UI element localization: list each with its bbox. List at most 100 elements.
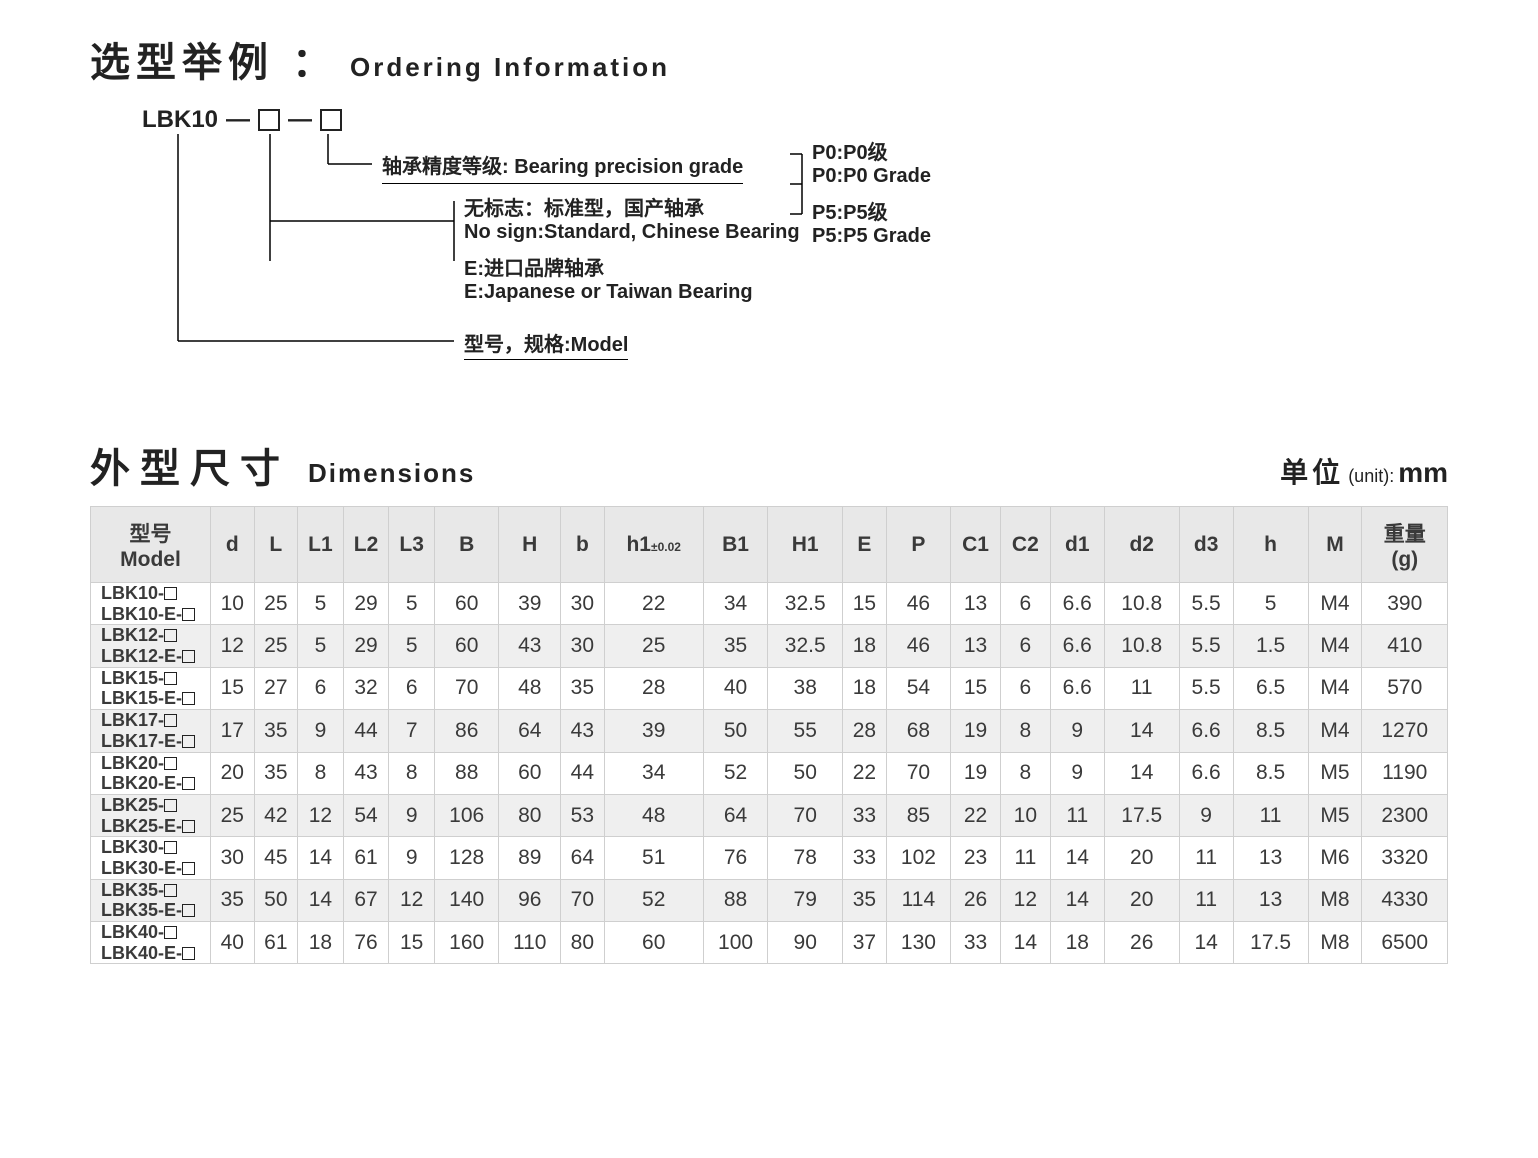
- ordering-colon: ：: [292, 30, 332, 88]
- data-cell: 18: [843, 667, 887, 709]
- data-cell: 18: [1050, 922, 1104, 964]
- col-header: h1±0.02: [604, 507, 703, 583]
- bearing-grade-label: 轴承精度等级: Bearing precision grade: [382, 150, 743, 184]
- data-cell: 44: [561, 752, 605, 794]
- e-block: E:进口品牌轴承 E:Japanese or Taiwan Bearing: [464, 252, 753, 304]
- data-cell: 64: [703, 794, 767, 836]
- data-cell: 80: [561, 922, 605, 964]
- data-cell: 102: [886, 837, 950, 879]
- data-cell: 13: [1233, 837, 1308, 879]
- data-cell: 34: [604, 752, 703, 794]
- model-cell: LBK20-LBK20-E-: [91, 752, 211, 794]
- data-cell: 70: [768, 794, 843, 836]
- data-cell: 9: [389, 837, 435, 879]
- data-cell: 5: [298, 625, 344, 667]
- data-cell: 10.8: [1104, 583, 1179, 625]
- data-cell: 28: [843, 710, 887, 752]
- data-cell: 14: [1000, 922, 1050, 964]
- data-cell: 570: [1362, 667, 1448, 709]
- data-cell: 86: [434, 710, 498, 752]
- p0-en: P0:P0 Grade: [812, 165, 931, 188]
- data-cell: 48: [499, 667, 561, 709]
- data-cell: 20: [1104, 837, 1179, 879]
- std-en: No sign:Standard, Chinese Bearing: [464, 221, 800, 244]
- table-row: LBK35-LBK35-E-35501467121409670528879351…: [91, 879, 1448, 921]
- data-cell: 35: [254, 752, 298, 794]
- col-header: b: [561, 507, 605, 583]
- col-header: 重量(g): [1362, 507, 1448, 583]
- table-row: LBK12-LBK12-E-12255295604330253532.51846…: [91, 625, 1448, 667]
- col-header: H1: [768, 507, 843, 583]
- data-cell: M5: [1308, 752, 1362, 794]
- col-header: M: [1308, 507, 1362, 583]
- bearing-grade-zh: 轴承精度等级:: [382, 156, 509, 178]
- data-cell: 9: [1179, 794, 1233, 836]
- data-cell: M5: [1308, 794, 1362, 836]
- data-cell: 25: [604, 625, 703, 667]
- data-cell: 70: [886, 752, 950, 794]
- data-cell: M6: [1308, 837, 1362, 879]
- data-cell: 60: [434, 583, 498, 625]
- data-cell: 14: [1104, 710, 1179, 752]
- data-cell: 35: [254, 710, 298, 752]
- data-cell: 14: [1050, 837, 1104, 879]
- p0-block: P0:P0级 P0:P0 Grade: [812, 136, 931, 188]
- table-row: LBK15-LBK15-E-15276326704835284038185415…: [91, 667, 1448, 709]
- data-cell: 13: [1233, 879, 1308, 921]
- col-header: d: [211, 507, 255, 583]
- data-cell: 44: [343, 710, 389, 752]
- data-cell: 5.5: [1179, 625, 1233, 667]
- data-cell: 40: [211, 922, 255, 964]
- data-cell: 35: [211, 879, 255, 921]
- data-cell: 46: [886, 625, 950, 667]
- data-cell: 8: [298, 752, 344, 794]
- ordering-title: 选型举例 ： Ordering Information: [90, 30, 1448, 88]
- ordering-title-zh: 选型举例: [90, 30, 274, 88]
- table-body: LBK10-LBK10-E-10255295603930223432.51546…: [91, 583, 1448, 964]
- data-cell: 17.5: [1104, 794, 1179, 836]
- col-header: L3: [389, 507, 435, 583]
- data-cell: 114: [886, 879, 950, 921]
- data-cell: 5: [1233, 583, 1308, 625]
- data-cell: 14: [1179, 922, 1233, 964]
- col-header: d2: [1104, 507, 1179, 583]
- data-cell: 1.5: [1233, 625, 1308, 667]
- col-header: d3: [1179, 507, 1233, 583]
- data-cell: 43: [499, 625, 561, 667]
- data-cell: 4330: [1362, 879, 1448, 921]
- data-cell: 7: [389, 710, 435, 752]
- table-row: LBK25-LBK25-E-25421254910680534864703385…: [91, 794, 1448, 836]
- data-cell: 43: [343, 752, 389, 794]
- col-header: E: [843, 507, 887, 583]
- data-cell: 2300: [1362, 794, 1448, 836]
- data-cell: 60: [604, 922, 703, 964]
- data-cell: 6.6: [1179, 710, 1233, 752]
- data-cell: 45: [254, 837, 298, 879]
- header-row: 型号ModeldLL1L2L3BHbh1±0.02B1H1EPC1C2d1d2d…: [91, 507, 1448, 583]
- model-cell: LBK10-LBK10-E-: [91, 583, 211, 625]
- data-cell: 17.5: [1233, 922, 1308, 964]
- ordering-title-en: Ordering Information: [350, 52, 670, 83]
- data-cell: 27: [254, 667, 298, 709]
- data-cell: 78: [768, 837, 843, 879]
- data-cell: 26: [1104, 922, 1179, 964]
- data-cell: 9: [1050, 752, 1104, 794]
- data-cell: 8.5: [1233, 752, 1308, 794]
- col-header: 型号Model: [91, 507, 211, 583]
- data-cell: 89: [499, 837, 561, 879]
- unit-zh: 单位: [1280, 451, 1344, 491]
- data-cell: 50: [768, 752, 843, 794]
- data-cell: 37: [843, 922, 887, 964]
- data-cell: 22: [843, 752, 887, 794]
- data-cell: 12: [211, 625, 255, 667]
- data-cell: 25: [254, 625, 298, 667]
- data-cell: 3320: [1362, 837, 1448, 879]
- data-cell: 1190: [1362, 752, 1448, 794]
- data-cell: 15: [211, 667, 255, 709]
- bearing-grade-en: Bearing precision grade: [514, 156, 743, 178]
- data-cell: 20: [211, 752, 255, 794]
- data-cell: 50: [703, 710, 767, 752]
- data-cell: 410: [1362, 625, 1448, 667]
- data-cell: 8: [1000, 752, 1050, 794]
- dimensions-table: 型号ModeldLL1L2L3BHbh1±0.02B1H1EPC1C2d1d2d…: [90, 506, 1448, 964]
